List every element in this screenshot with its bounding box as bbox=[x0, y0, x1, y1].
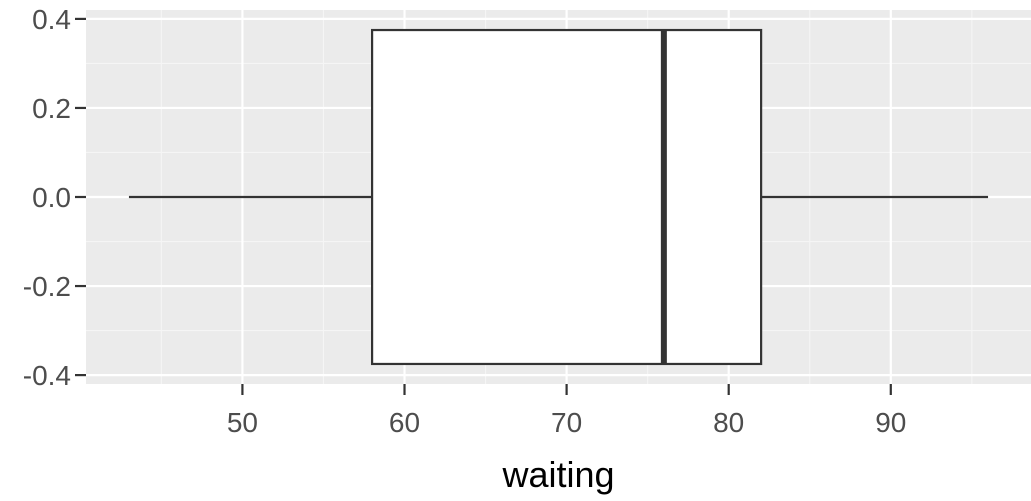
y-tick-label: 0.0 bbox=[32, 182, 71, 213]
y-axis: -0.4 -0.2 0.0 0.2 0.4 bbox=[23, 4, 86, 391]
box-group bbox=[128, 28, 989, 366]
x-axis: 50 60 70 80 90 bbox=[227, 384, 906, 438]
y-tick-label: 0.2 bbox=[32, 93, 71, 124]
y-tick-label: -0.2 bbox=[23, 271, 71, 302]
y-tick-label: 0.4 bbox=[32, 4, 71, 35]
x-tick-label: 50 bbox=[227, 407, 258, 438]
x-tick-label: 90 bbox=[875, 407, 906, 438]
y-tick-label: -0.4 bbox=[23, 360, 71, 391]
box-iqr bbox=[370, 28, 763, 366]
x-tick-label: 80 bbox=[713, 407, 744, 438]
x-tick-label: 70 bbox=[551, 407, 582, 438]
x-axis-title: waiting bbox=[501, 454, 614, 495]
x-tick-label: 60 bbox=[389, 407, 420, 438]
